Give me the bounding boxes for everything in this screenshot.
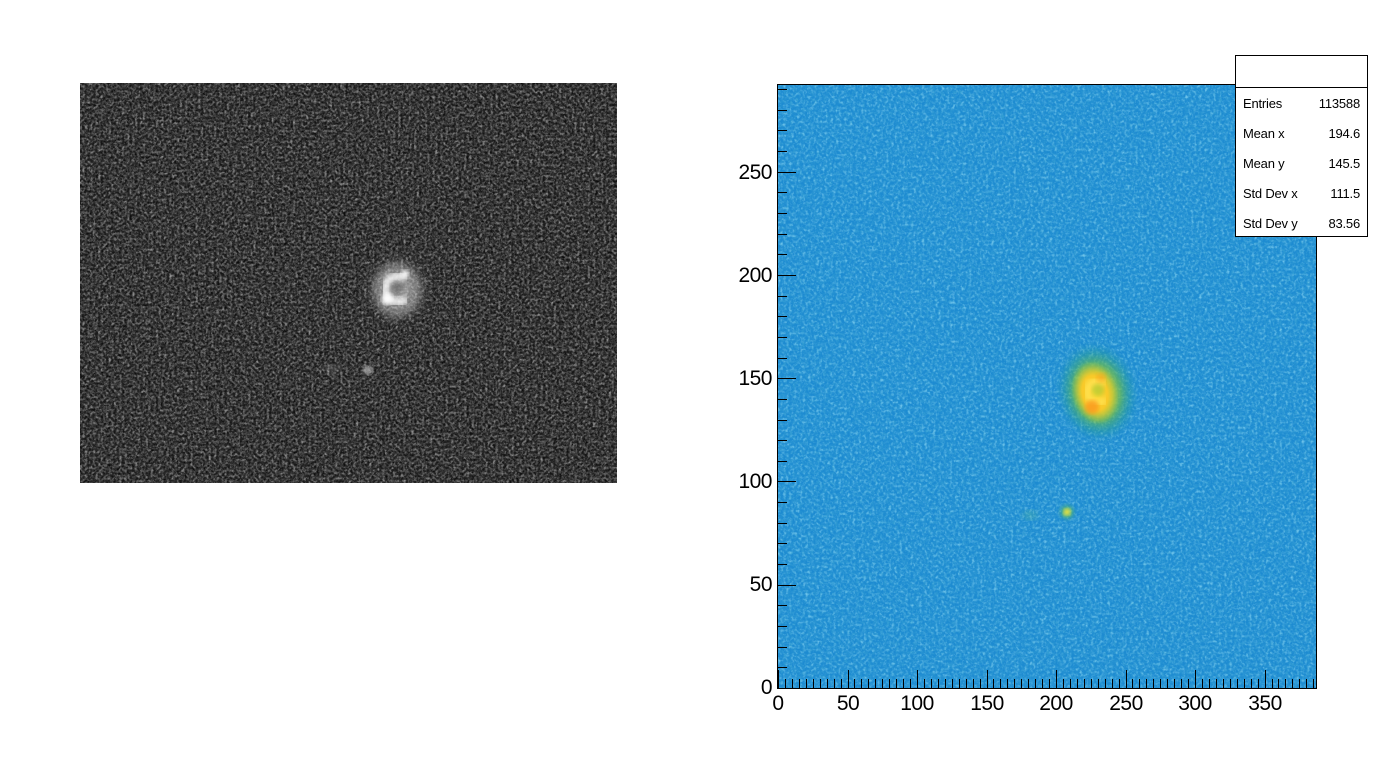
x-tick-label: 100 (900, 692, 934, 715)
x-tick-label: 200 (1039, 692, 1073, 715)
stats-box: Entries 113588 Mean x 194.6 Mean y 145.5… (1235, 55, 1368, 237)
stats-row-mean-y: Mean y 145.5 (1236, 148, 1367, 178)
y-tick-label: 150 (738, 367, 772, 390)
stats-label: Mean x (1243, 125, 1285, 141)
x-tick-label: 50 (836, 692, 860, 715)
x-tick-label: 350 (1248, 692, 1282, 715)
x-tick-label: 150 (970, 692, 1004, 715)
stats-row-stddev-x: Std Dev x 111.5 (1236, 178, 1367, 208)
stats-label: Std Dev x (1243, 185, 1298, 201)
heatmap-secondary-spot (1056, 501, 1078, 523)
axis-ticks (778, 88, 1315, 688)
y-tick-label: 250 (738, 161, 772, 184)
stats-label: Entries (1243, 95, 1283, 111)
y-tick-label: 0 (760, 676, 773, 699)
y-tick-label: 100 (738, 470, 772, 493)
camera-image (80, 83, 617, 483)
heatmap-faint-smudge (1022, 510, 1038, 520)
camera-image-pad (80, 83, 617, 483)
stats-label: Mean y (1243, 155, 1285, 171)
stats-value: 83.56 (1328, 215, 1360, 231)
x-tick-label: 250 (1109, 692, 1143, 715)
stats-value: 111.5 (1330, 185, 1360, 201)
camera-noise-speckle (80, 83, 617, 483)
stats-value: 194.6 (1328, 125, 1360, 141)
stats-value: 145.5 (1328, 155, 1360, 171)
y-tick-label: 200 (738, 264, 772, 287)
heatmap-hotspot (1053, 339, 1141, 445)
heatmap-noise-light (778, 85, 1316, 688)
y-tick-label: 50 (749, 573, 773, 596)
stats-title (1236, 56, 1367, 88)
camera-main-blob (355, 244, 439, 334)
camera-fainter-smudge (324, 366, 340, 374)
stats-row-stddev-y: Std Dev y 83.56 (1236, 208, 1367, 238)
histogram-frame (777, 84, 1317, 689)
heatmap (778, 85, 1316, 688)
x-tick-label: 300 (1178, 692, 1212, 715)
stats-row-entries: Entries 113588 (1236, 88, 1367, 118)
x-tick-label: 0 (772, 692, 784, 715)
camera-faint-dot (363, 365, 373, 375)
stats-value: 113588 (1318, 95, 1360, 111)
stats-label: Std Dev y (1243, 215, 1298, 231)
stats-row-mean-x: Mean x 194.6 (1236, 118, 1367, 148)
